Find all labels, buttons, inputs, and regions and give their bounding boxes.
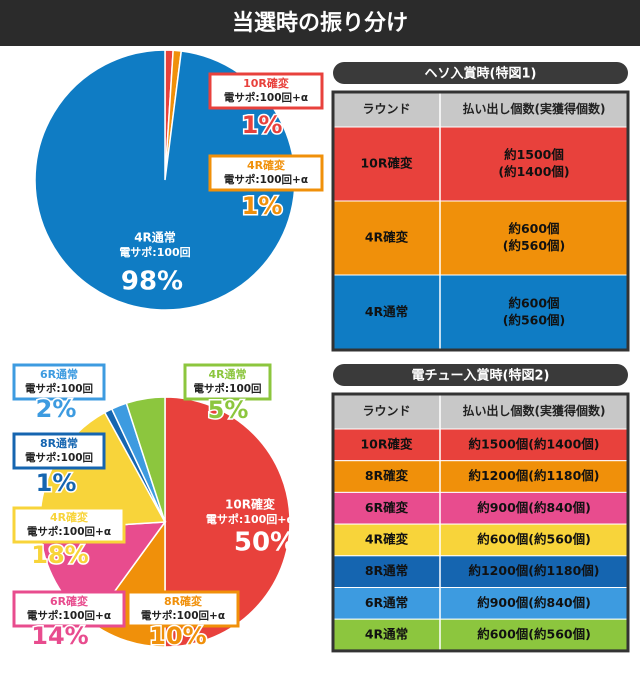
payout-cell: 約600個(約560個) — [477, 531, 591, 546]
slice-sublabel: 電サポ:100回+α — [206, 512, 295, 526]
payout-cell: 約600個 — [508, 296, 559, 311]
title-bar — [0, 0, 640, 46]
table-row — [332, 274, 629, 351]
slice-percent: 5% — [208, 396, 249, 424]
round-cell: 10R確変 — [360, 436, 413, 451]
column-header: ラウンド — [362, 404, 410, 418]
payout-cell: (約1400個) — [498, 164, 569, 179]
slice-label: 8R通常 — [40, 436, 78, 450]
round-cell: 4R確変 — [365, 230, 409, 245]
slice-label: 4R通常 — [208, 367, 246, 381]
slice-sublabel: 電サポ:100回+α — [224, 173, 308, 186]
payout-cell: 約900個(約840個) — [477, 500, 591, 515]
table-header — [333, 92, 628, 127]
slice-label: 6R確変 — [50, 594, 88, 608]
round-cell: 4R確変 — [365, 531, 409, 546]
payout-cell: 約600個(約560個) — [477, 627, 591, 642]
table-row — [332, 555, 629, 588]
slice-label: 6R通常 — [40, 367, 78, 381]
slice-percent: 1% — [36, 469, 77, 497]
round-cell: 4R通常 — [365, 627, 408, 642]
callout-box — [126, 590, 240, 628]
payout-cell: 約1500個(約1400個) — [468, 436, 599, 451]
round-cell: 4R通常 — [365, 304, 408, 319]
round-cell: 8R通常 — [365, 563, 408, 578]
slice-percent: 1% — [242, 111, 283, 139]
slice-sublabel: 電サポ:100回+α — [224, 91, 308, 104]
callout-box — [12, 506, 126, 544]
callout-box — [12, 432, 106, 470]
table-title: 電チュー入賞時(特図2) — [412, 368, 550, 384]
slice-sublabel: 電サポ:100回+α — [141, 609, 225, 622]
slice-sublabel: 電サポ:100回+α — [27, 525, 111, 538]
table-frame — [331, 90, 630, 352]
table-title: ヘソ入賞時(特図1) — [425, 66, 537, 82]
slice-percent: 2% — [36, 395, 77, 423]
payout-cell: 約900個(約840個) — [477, 595, 591, 610]
slice-sublabel: 電サポ:100回 — [193, 382, 261, 395]
payout-cell: (約560個) — [503, 313, 566, 328]
pie-slice — [125, 396, 166, 523]
callout-box — [183, 363, 272, 401]
table-row — [332, 200, 629, 276]
payout-cell: 約1500個 — [504, 147, 564, 162]
slice-percent: 98% — [121, 267, 183, 297]
column-header: ラウンド — [362, 102, 410, 116]
table-title-pill — [333, 364, 628, 386]
round-cell: 8R確変 — [365, 468, 409, 483]
callout-box — [208, 72, 324, 110]
pie-slice — [164, 396, 291, 648]
pie-slice — [34, 49, 296, 311]
slice-sublabel: 電サポ:100回 — [25, 382, 93, 395]
round-cell: 6R通常 — [365, 595, 408, 610]
page-title: 当選時の振り分け — [232, 11, 408, 36]
round-cell: 6R確変 — [365, 500, 409, 515]
column-header: 払い出し個数(実獲得個数) — [463, 403, 606, 418]
table-frame — [331, 392, 630, 653]
slice-sublabel: 電サポ:100回 — [25, 451, 93, 464]
callout-box — [12, 363, 106, 401]
payout-cell: (約560個) — [503, 238, 566, 253]
column-header: 払い出し個数(実獲得個数) — [463, 101, 606, 116]
slice-percent: 50% — [234, 528, 296, 558]
payout-cell: 約600個 — [508, 221, 559, 236]
slice-percent: 14% — [31, 622, 88, 650]
callout-box — [208, 154, 324, 192]
slice-label: 4R通常 — [134, 230, 176, 245]
callout-box — [12, 590, 126, 628]
table-row — [332, 618, 629, 652]
slice-percent: 18% — [31, 541, 88, 569]
slice-label: 4R確変 — [50, 510, 88, 524]
slice-label: 4R確変 — [247, 158, 285, 172]
slice-label: 10R確変 — [225, 497, 276, 512]
slice-label: 10R確変 — [243, 76, 289, 90]
slice-sublabel: 電サポ:100回 — [119, 245, 190, 259]
table-header — [333, 394, 628, 429]
table-row — [332, 126, 629, 202]
payout-cell: 約1200個(約1180個) — [468, 468, 599, 483]
round-cell: 10R確変 — [360, 156, 413, 171]
table-row — [332, 460, 629, 493]
slice-percent: 10% — [149, 622, 206, 650]
table-title-pill — [333, 62, 628, 84]
payout-cell: 約1200個(約1180個) — [468, 563, 599, 578]
slice-label: 8R確変 — [164, 594, 202, 608]
slice-percent: 1% — [242, 192, 283, 220]
slice-sublabel: 電サポ:100回+α — [27, 609, 111, 622]
